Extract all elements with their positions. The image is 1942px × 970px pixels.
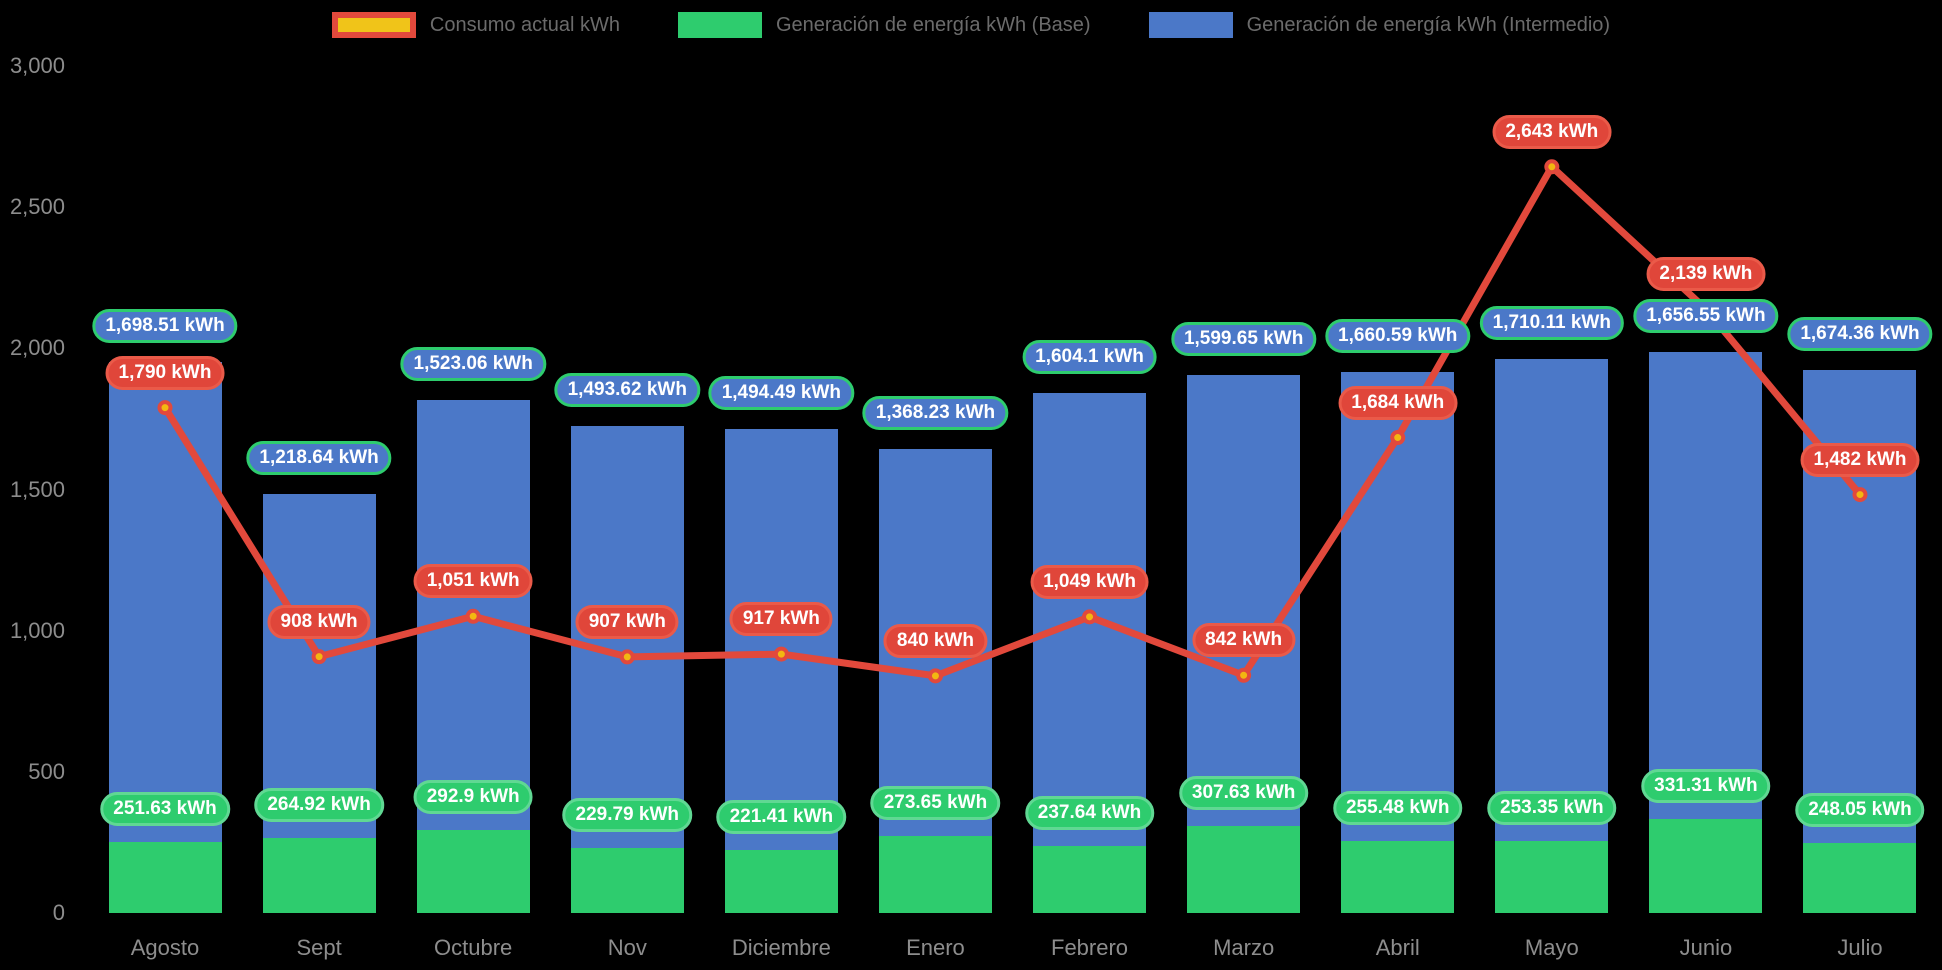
value-label-consumo: 1,790 kWh [105,355,225,390]
consumo-line [161,163,1864,680]
value-label-base: 221.41 kWh [716,800,847,835]
bar-segment-base [1341,840,1455,913]
bar-segment-intermedio [1495,358,1609,842]
bar-segment-intermedio [108,362,222,842]
consumo-point [1390,430,1406,446]
x-axis-label: Marzo [1213,935,1275,960]
x-axis-label: Diciembre [731,935,831,960]
value-label-consumo: 1,049 kWh [1030,564,1149,599]
bar-segment-base [1187,826,1301,913]
value-label-intermedio: 1,656.55 kWh [1633,298,1779,333]
consumo-point [1236,667,1252,683]
value-label-intermedio: 1,710.11 kWh [1479,305,1624,340]
consumo-point [619,649,635,665]
consumo-point [1082,609,1098,625]
value-label-base: 307.63 kWh [1178,776,1309,811]
value-label-intermedio: 1,698.51 kWh [92,309,238,344]
consumo-point [773,646,789,662]
value-label-base: 253.35 kWh [1487,791,1617,826]
value-label-consumo: 917 kWh [729,602,833,637]
value-label-base: 248.05 kWh [1795,792,1925,827]
y-axis-tick-label: 1,000 [9,617,65,643]
value-label-intermedio: 1,604.1 kWh [1022,340,1157,374]
legend: Consumo actual kWh Generación de energía … [0,12,1942,38]
x-axis-label: Junio [1679,935,1733,960]
legend-label: Generación de energía kWh (Base) [775,13,1091,36]
legend-item-base[interactable]: Generación de energía kWh (Base) [677,12,1091,38]
value-label-intermedio: 1,660.59 kWh [1325,319,1471,354]
bar-segment-base [878,835,992,913]
x-axis-label: Abril [1375,935,1420,960]
bar-segment-base [1803,842,1917,913]
bar-segment-base [1495,841,1609,913]
bar-segment-intermedio [1187,374,1301,827]
value-label-intermedio: 1,599.65 kWh [1170,321,1317,356]
value-label-intermedio: 1,493.62 kWh [554,373,700,408]
value-label-intermedio: 1,523.06 kWh [400,347,546,382]
value-label-consumo: 907 kWh [575,604,679,639]
value-label-consumo: 2,643 kWh [1492,114,1612,149]
bar-segment-base [108,841,222,913]
value-label-base: 292.9 kWh [413,780,533,815]
value-label-intermedio: 1,494.49 kWh [708,375,855,410]
value-label-base: 273.65 kWh [870,785,1001,820]
consumo-point [311,649,327,665]
y-axis-tick-label: 500 [28,758,65,784]
x-axis-label: Sept [296,935,342,960]
value-label-consumo: 842 kWh [1192,623,1296,658]
x-axis-label: Julio [1837,935,1883,960]
consumo-point [1852,487,1868,503]
legend-swatch-icon [331,12,416,38]
bar-segment-base [570,848,684,913]
bar-segment-base [1033,845,1147,913]
legend-swatch-icon [677,12,762,38]
legend-item-consumo[interactable]: Consumo actual kWh [331,12,620,38]
value-label-consumo: 908 kWh [267,604,371,639]
bar-segment-base [724,850,838,913]
value-label-base: 264.92 kWh [254,788,384,823]
value-label-base: 229.79 kWh [562,798,693,833]
y-axis-tick-label: 1,500 [9,476,65,502]
legend-item-intermedio[interactable]: Generación de energía kWh (Intermedio) [1148,12,1611,38]
consumo-point [465,608,481,624]
bar-segment-base [1649,819,1763,913]
value-label-base: 237.64 kWh [1024,795,1155,830]
y-axis-tick-label: 3,000 [9,53,65,78]
value-label-intermedio: 1,218.64 kWh [246,441,392,476]
bar-segment-intermedio [1649,351,1763,820]
value-label-consumo: 1,482 kWh [1800,442,1920,477]
legend-swatch-icon [1148,12,1233,38]
legend-label: Generación de energía kWh (Intermedio) [1246,13,1611,36]
x-axis-label: Enero [906,935,965,960]
value-label-consumo: 2,139 kWh [1646,257,1766,292]
x-axis-label: Febrero [1051,935,1129,960]
y-axis-tick-label: 0 [52,900,65,925]
value-label-intermedio: 1,674.36 kWh [1787,317,1933,352]
x-axis-label: Octubre [434,935,513,960]
bar-segment-intermedio [1341,372,1455,841]
bar-segment-intermedio [262,494,376,839]
value-label-consumo: 840 kWh [883,623,987,658]
value-label-consumo: 1,051 kWh [413,564,533,599]
value-label-base: 251.63 kWh [100,791,230,826]
value-label-base: 255.48 kWh [1332,790,1463,825]
consumo-point [157,400,173,416]
x-axis-label: Mayo [1524,935,1579,960]
bar-segment-base [262,838,376,913]
legend-label: Consumo actual kWh [429,13,620,36]
y-axis-tick-label: 2,500 [9,194,65,220]
consumo-point [927,668,943,684]
bar-segment-intermedio [724,428,838,851]
x-axis-label: Agosto [130,935,200,960]
value-label-consumo: 1,684 kWh [1338,385,1458,420]
consumo-point [1544,159,1560,175]
value-label-base: 331.31 kWh [1641,769,1771,804]
value-label-intermedio: 1,368.23 kWh [862,396,1009,431]
y-axis-tick-label: 2,000 [9,335,65,361]
x-axis-label: Nov [607,935,647,960]
bar-segment-base [416,830,530,913]
